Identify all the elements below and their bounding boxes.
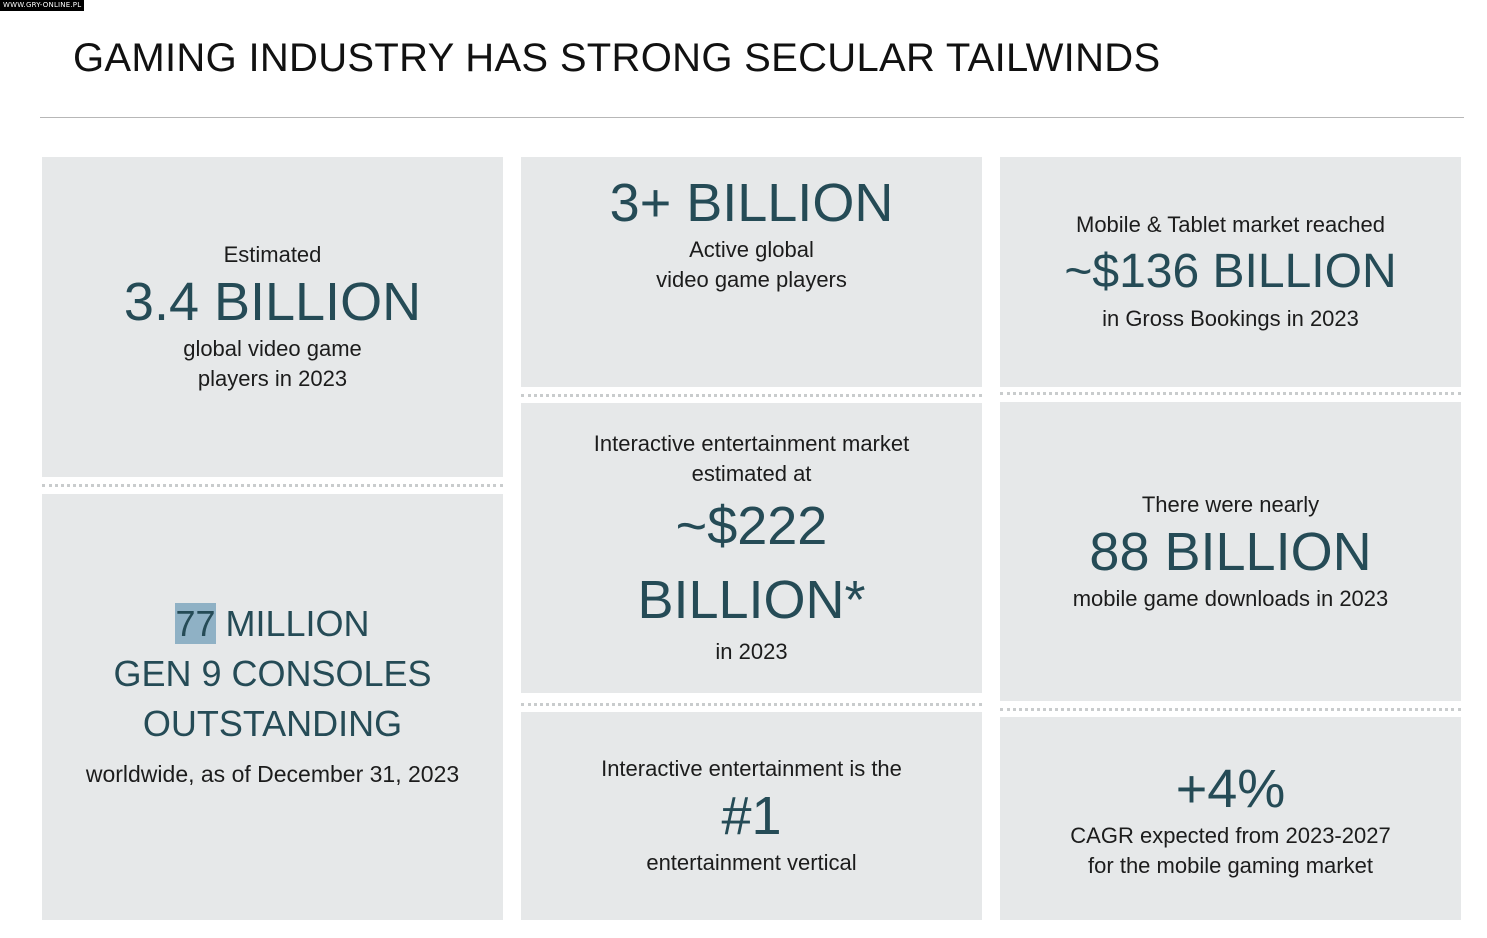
card-mobile-tablet: Mobile & Tablet market reached ~$136 BIL… [1000, 157, 1461, 387]
card-post-text: players in 2023 [197, 366, 348, 391]
card-value: 3+ BILLION [609, 173, 894, 233]
card-value: ~$222 [675, 496, 828, 556]
card-post-text: Active global [689, 237, 814, 262]
page-title: GAMING INDUSTRY HAS STRONG SECULAR TAILW… [73, 36, 1161, 80]
card-separator [521, 394, 982, 397]
card-post-text: in 2023 [715, 639, 788, 664]
card-interactive-market: Interactive entertainment market estimat… [521, 403, 982, 693]
card-consoles: 77 MILLION GEN 9 CONSOLES OUTSTANDING wo… [42, 494, 503, 920]
card-post-text: for the mobile gaming market [1088, 852, 1373, 878]
card-separator [521, 703, 982, 706]
card-players-2023: Estimated 3.4 BILLION global video game … [42, 157, 503, 477]
card-separator [1000, 708, 1461, 711]
card-separator [1000, 392, 1461, 395]
card-value: ~$136 BILLION [1064, 245, 1397, 298]
card-cagr: +4% CAGR expected from 2023-2027 for the… [1000, 717, 1461, 920]
card-post-text: in Gross Bookings in 2023 [1102, 306, 1359, 331]
card-value: BILLION* [637, 570, 866, 630]
card-post-text: mobile game downloads in 2023 [1072, 585, 1389, 611]
highlighted-number: 77 [175, 603, 216, 644]
card-value: +4% [1175, 758, 1286, 819]
card-pre-text: Mobile & Tablet market reached [1076, 212, 1385, 237]
watermark: WWW.GRY-ONLINE.PL [0, 0, 85, 11]
card-value: 3.4 BILLION [123, 272, 422, 332]
card-pre-text: Interactive entertainment market [593, 431, 910, 456]
card-pre-text: Interactive entertainment is the [601, 756, 902, 781]
card-post-text: global video game [183, 336, 362, 361]
card-separator [42, 484, 503, 487]
card-vertical: Interactive entertainment is the #1 ente… [521, 712, 982, 920]
card-pre-text: There were nearly [1141, 491, 1320, 517]
card-active-players: 3+ BILLION Active global video game play… [521, 157, 982, 387]
card-downloads: There were nearly 88 BILLION mobile game… [1000, 402, 1461, 701]
card-value-rest: MILLION [215, 603, 370, 644]
card-pre-text: estimated at [691, 461, 812, 486]
card-pre-text: Estimated [223, 242, 322, 267]
card-value-line: OUTSTANDING [142, 703, 403, 744]
card-value: 88 BILLION [1089, 521, 1372, 582]
card-post-text: entertainment vertical [646, 850, 857, 875]
card-value: #1 [721, 786, 782, 846]
title-divider [40, 117, 1464, 118]
card-value-line: 77 MILLION [175, 599, 370, 649]
card-post-text: worldwide, as of December 31, 2023 [85, 761, 460, 787]
card-post-text: CAGR expected from 2023-2027 [1070, 822, 1391, 848]
card-post-text: video game players [656, 267, 847, 292]
card-value-line: GEN 9 CONSOLES [113, 653, 432, 694]
